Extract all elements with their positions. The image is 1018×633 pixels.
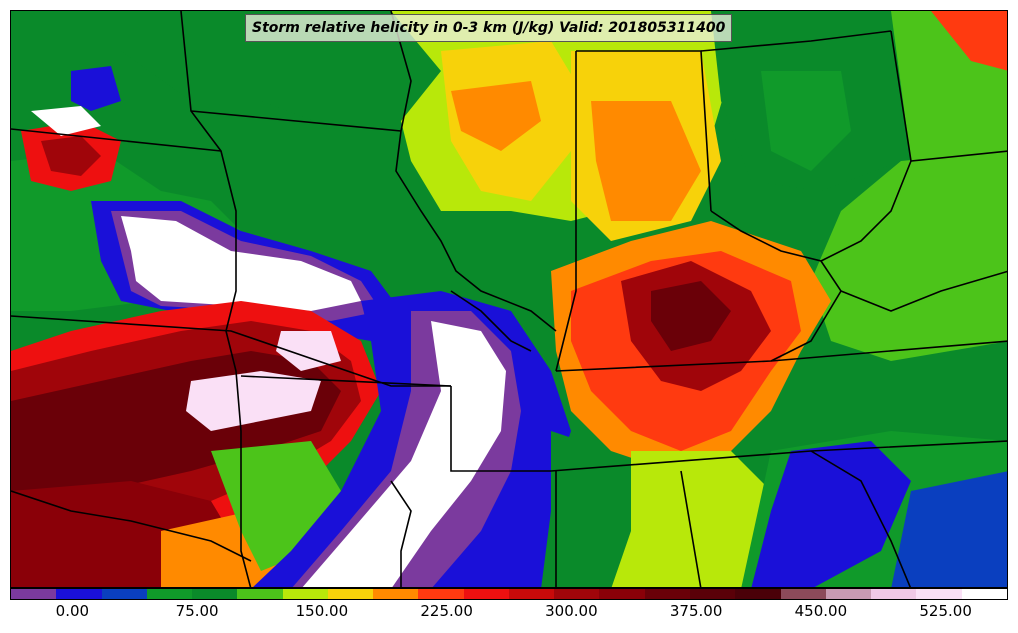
- color-scale-segment: [11, 589, 57, 599]
- color-scale-segment: [689, 589, 736, 599]
- color-scale-bar: [10, 588, 1008, 600]
- border-line: [11, 490, 252, 562]
- border-line: [555, 51, 577, 372]
- color-scale-tick-label: 150.00: [295, 602, 349, 620]
- color-scale-tick-label: 450.00: [794, 602, 848, 620]
- field-region-northwest-white: [31, 106, 101, 136]
- field-region-alabama-yellow: [611, 451, 771, 587]
- color-scale-segment: [373, 589, 419, 599]
- color-scale-tick-label: 300.00: [545, 602, 598, 620]
- color-scale-segment: [554, 589, 600, 599]
- field-region-oklahoma-pink: [186, 371, 321, 431]
- color-scale-segment: [825, 589, 872, 599]
- field-region-arkansas-white: [302, 321, 506, 587]
- border-line: [450, 386, 551, 472]
- field-region-northwest-darkred: [41, 136, 101, 176]
- map-title: Storm relative helicity in 0-3 km (J/kg)…: [245, 14, 733, 42]
- field-region-kentucky-maroon: [651, 281, 731, 351]
- color-scale-segment: [418, 589, 464, 599]
- border-line: [450, 290, 532, 352]
- color-scale-segment: [780, 589, 826, 599]
- map-frame: [10, 10, 1008, 588]
- color-scale-segment: [327, 589, 374, 599]
- color-scale-segment: [735, 589, 781, 599]
- border-line: [11, 315, 451, 387]
- color-scale-segment: [961, 589, 1007, 599]
- color-scale-segment: [192, 589, 238, 599]
- color-scale-segment: [101, 589, 147, 599]
- field-region-kansas-white: [121, 216, 361, 311]
- border-line: [240, 375, 452, 387]
- border-line: [395, 130, 557, 332]
- color-scale-tick-label: 375.00: [669, 602, 723, 620]
- state-borders: [11, 11, 1007, 587]
- color-scale-segment: [871, 589, 917, 599]
- field-region-northwest-blue: [71, 66, 121, 111]
- field-region-indiana-orange: [591, 101, 701, 221]
- border-line: [190, 110, 402, 132]
- border-line: [820, 160, 912, 262]
- field-region-georgia-blue: [751, 441, 911, 587]
- color-scale-tick-label: 0.00: [55, 602, 90, 620]
- border-line: [180, 11, 252, 587]
- border-line: [390, 480, 412, 587]
- field-region-kansas-pink: [276, 331, 341, 371]
- color-scale-tick-label: 225.00: [420, 602, 473, 620]
- color-scale-segment: [508, 589, 555, 599]
- helicity-map: [11, 11, 1007, 587]
- color-scale-segment: [463, 589, 509, 599]
- field-region-carolina-blue: [891, 471, 1007, 587]
- field-region-illinois-orange: [451, 81, 541, 151]
- color-scale-segment: [599, 589, 645, 599]
- border-line: [700, 30, 892, 52]
- border-line: [810, 450, 912, 587]
- color-scale-segment: [146, 589, 193, 599]
- field-region-ohio-darkgreen: [761, 71, 851, 171]
- color-scale-segment: [644, 589, 690, 599]
- color-scale-tick-label: 525.00: [919, 602, 972, 620]
- border-line: [11, 128, 222, 152]
- color-scale-segment: [282, 589, 328, 599]
- field-region-northeast-red: [931, 11, 1007, 71]
- color-scale-segment: [237, 589, 283, 599]
- border-line: [840, 270, 1007, 312]
- color-scale-segment: [56, 589, 102, 599]
- color-scale-ticks: 0.00 75.00 150.00 225.00 300.00 375.00 450.00 5…: [10, 602, 1008, 626]
- color-scale-segment: [916, 589, 962, 599]
- field-region-westvirginia: [811, 151, 1007, 361]
- color-scale-tick-label: 75.00: [175, 602, 219, 620]
- border-line: [680, 470, 702, 587]
- border-line: [555, 340, 1007, 372]
